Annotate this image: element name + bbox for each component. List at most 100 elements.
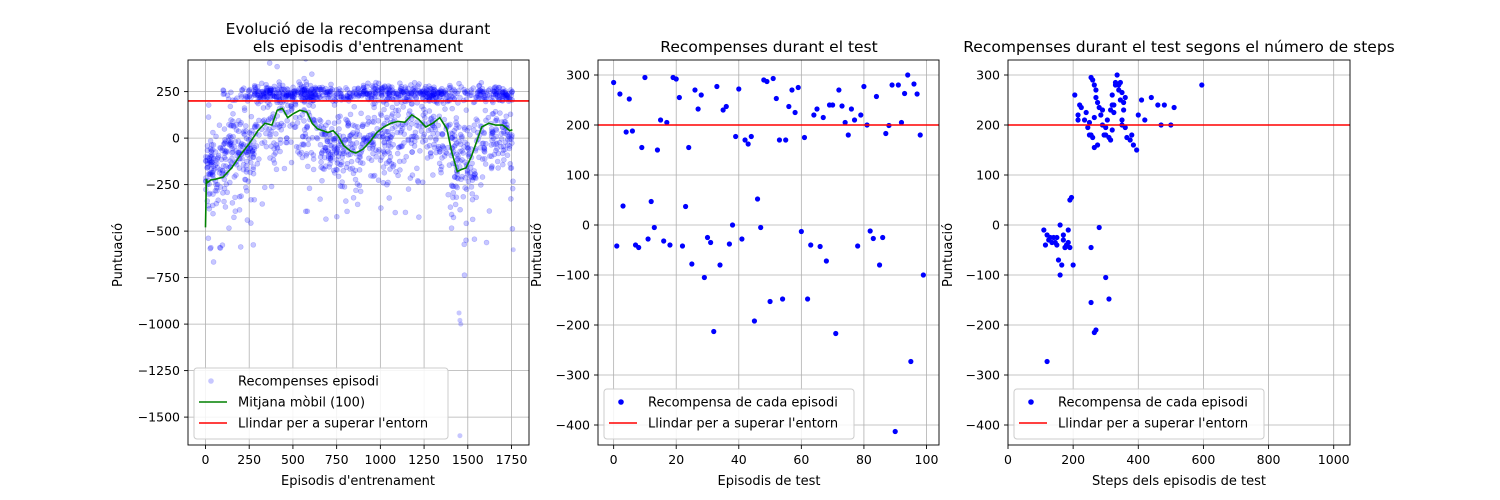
data-point bbox=[213, 160, 220, 167]
data-point bbox=[271, 140, 277, 146]
data-point bbox=[264, 88, 271, 94]
data-point bbox=[502, 119, 509, 125]
data-point bbox=[481, 149, 488, 155]
data-point bbox=[839, 103, 845, 109]
data-point bbox=[271, 93, 277, 99]
data-point bbox=[292, 124, 299, 130]
plot-area bbox=[188, 60, 529, 439]
data-point bbox=[306, 102, 312, 108]
x-tick-label: 0 bbox=[1004, 452, 1012, 467]
data-point bbox=[917, 132, 923, 138]
data-point bbox=[481, 129, 487, 136]
data-point bbox=[243, 188, 250, 194]
data-point bbox=[207, 153, 214, 160]
data-point bbox=[253, 121, 259, 128]
data-point bbox=[483, 89, 490, 96]
data-point bbox=[370, 84, 377, 90]
data-point bbox=[355, 87, 361, 93]
data-point bbox=[309, 134, 316, 141]
data-point bbox=[289, 91, 296, 97]
data-point bbox=[346, 137, 353, 143]
data-point bbox=[246, 130, 253, 136]
data-point bbox=[232, 194, 238, 201]
data-point bbox=[360, 121, 366, 128]
data-point bbox=[217, 145, 224, 152]
data-point bbox=[408, 94, 415, 101]
data-point bbox=[287, 90, 294, 96]
data-point bbox=[220, 145, 226, 151]
data-point bbox=[325, 119, 332, 126]
data-point bbox=[325, 155, 332, 162]
plot-clip bbox=[598, 72, 939, 435]
data-point bbox=[451, 136, 458, 143]
data-point bbox=[427, 86, 433, 92]
data-point bbox=[334, 148, 341, 154]
data-point bbox=[379, 134, 386, 141]
y-tick-label: −400 bbox=[966, 418, 1000, 433]
data-point bbox=[480, 89, 486, 96]
data-point bbox=[1088, 244, 1094, 251]
data-point bbox=[387, 134, 394, 140]
data-point bbox=[280, 122, 287, 129]
data-point bbox=[327, 151, 334, 158]
data-point bbox=[386, 89, 393, 95]
data-point bbox=[220, 91, 227, 98]
data-point bbox=[317, 118, 324, 124]
data-point bbox=[214, 155, 221, 162]
data-point bbox=[356, 132, 363, 138]
data-point bbox=[792, 109, 798, 116]
data-point bbox=[266, 89, 273, 96]
data-point bbox=[231, 143, 237, 150]
data-point bbox=[283, 93, 290, 100]
data-point bbox=[431, 86, 437, 93]
data-point bbox=[433, 137, 439, 143]
data-point bbox=[431, 84, 437, 91]
data-point bbox=[682, 203, 689, 210]
data-point bbox=[729, 222, 736, 228]
data-point bbox=[395, 172, 401, 179]
data-point bbox=[424, 90, 431, 96]
data-point bbox=[307, 90, 314, 97]
data-point bbox=[303, 81, 310, 88]
data-point bbox=[368, 93, 375, 99]
data-point bbox=[1119, 117, 1125, 123]
data-point bbox=[288, 107, 295, 114]
data-point bbox=[497, 110, 503, 116]
data-point bbox=[471, 236, 478, 243]
data-point bbox=[299, 154, 306, 161]
data-point bbox=[479, 174, 486, 180]
data-point bbox=[490, 141, 497, 147]
data-point bbox=[486, 92, 493, 99]
data-point bbox=[210, 129, 216, 136]
data-point bbox=[447, 84, 454, 91]
data-point bbox=[301, 86, 308, 93]
data-point bbox=[467, 169, 473, 176]
data-point bbox=[445, 122, 452, 129]
data-point bbox=[462, 89, 468, 96]
data-point bbox=[506, 145, 513, 152]
data-point bbox=[449, 134, 456, 141]
data-point bbox=[207, 171, 213, 178]
data-point bbox=[337, 161, 343, 168]
data-point bbox=[1093, 94, 1099, 101]
data-point bbox=[499, 89, 506, 96]
data-point bbox=[207, 245, 214, 252]
data-point bbox=[208, 147, 215, 154]
data-point bbox=[210, 191, 216, 197]
data-point bbox=[266, 87, 273, 94]
data-point bbox=[385, 90, 391, 97]
data-point bbox=[378, 85, 385, 91]
legend-label: Llindar per a superar l'entorn bbox=[1058, 417, 1248, 432]
data-point bbox=[342, 137, 349, 143]
data-point bbox=[289, 106, 295, 112]
data-point bbox=[503, 113, 510, 120]
data-point bbox=[331, 120, 338, 126]
data-point bbox=[867, 228, 873, 234]
data-point bbox=[492, 92, 499, 98]
data-point bbox=[1114, 72, 1120, 78]
data-point bbox=[435, 145, 441, 152]
data-point bbox=[255, 123, 261, 130]
data-point bbox=[820, 114, 826, 121]
data-point bbox=[386, 86, 392, 92]
data-point bbox=[246, 87, 252, 94]
